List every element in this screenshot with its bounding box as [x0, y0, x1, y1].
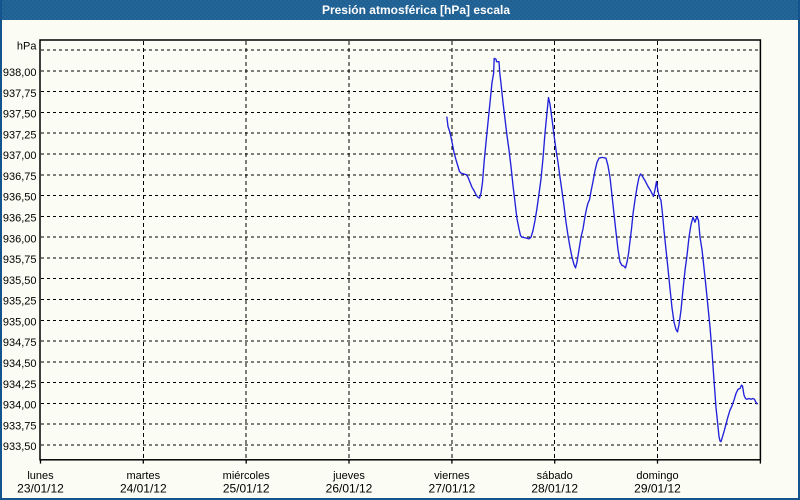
svg-text:29/01/12: 29/01/12 [634, 482, 681, 496]
svg-text:28/01/12: 28/01/12 [531, 482, 578, 496]
svg-text:938,00: 938,00 [3, 67, 37, 79]
svg-text:935,75: 935,75 [3, 254, 37, 266]
svg-text:934,00: 934,00 [3, 400, 37, 412]
svg-text:937,75: 937,75 [3, 88, 37, 100]
svg-text:935,50: 935,50 [3, 275, 37, 287]
svg-text:933,50: 933,50 [3, 441, 37, 453]
svg-text:936,75: 936,75 [3, 171, 37, 183]
svg-text:jueves: jueves [332, 470, 365, 482]
svg-text:937,50: 937,50 [3, 109, 37, 121]
svg-text:hPa: hPa [17, 41, 37, 53]
svg-text:26/01/12: 26/01/12 [326, 482, 373, 496]
svg-text:domingo: domingo [636, 470, 678, 482]
svg-text:27/01/12: 27/01/12 [429, 482, 476, 496]
svg-text:936,25: 936,25 [3, 213, 37, 225]
svg-text:935,25: 935,25 [3, 296, 37, 308]
svg-text:937,25: 937,25 [3, 129, 37, 141]
svg-text:martes: martes [126, 470, 160, 482]
svg-text:934,25: 934,25 [3, 379, 37, 391]
svg-text:sábado: sábado [537, 470, 573, 482]
svg-text:935,00: 935,00 [3, 316, 37, 328]
svg-text:miércoles: miércoles [223, 470, 271, 482]
svg-text:25/01/12: 25/01/12 [223, 482, 270, 496]
svg-text:937,00: 937,00 [3, 150, 37, 162]
svg-text:23/01/12: 23/01/12 [17, 482, 64, 496]
svg-text:viernes: viernes [434, 470, 470, 482]
svg-text:934,50: 934,50 [3, 358, 37, 370]
svg-text:lunes: lunes [27, 470, 54, 482]
svg-text:934,75: 934,75 [3, 337, 37, 349]
svg-text:936,50: 936,50 [3, 192, 37, 204]
svg-text:24/01/12: 24/01/12 [120, 482, 167, 496]
svg-text:936,00: 936,00 [3, 233, 37, 245]
svg-text:933,75: 933,75 [3, 420, 37, 432]
